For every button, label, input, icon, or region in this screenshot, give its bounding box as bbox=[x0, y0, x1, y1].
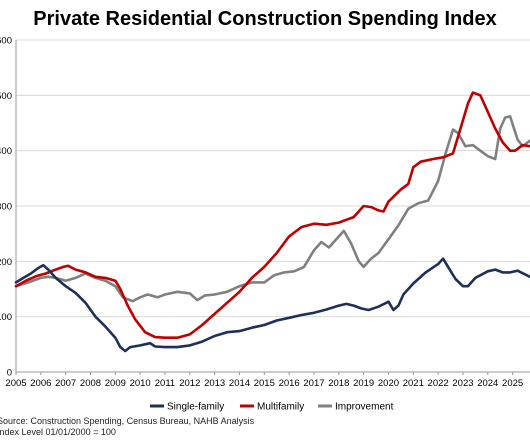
series-lines bbox=[14, 91, 530, 353]
x-tick-2005: 2005 bbox=[5, 378, 26, 389]
x-tick-2015: 2015 bbox=[254, 378, 275, 389]
y-tick-500: 500 bbox=[0, 91, 12, 102]
x-tick-2007: 2007 bbox=[55, 378, 76, 389]
y-tick-400: 400 bbox=[0, 146, 12, 157]
legend: Single-family Multifamily Improvement bbox=[150, 402, 394, 413]
x-tick-2022: 2022 bbox=[428, 378, 449, 389]
legend-label-single-family: Single-family bbox=[167, 402, 224, 413]
x-tick-2020: 2020 bbox=[378, 378, 399, 389]
x-tick-2014: 2014 bbox=[229, 378, 250, 389]
y-tick-200: 200 bbox=[0, 257, 12, 268]
x-tick-2025: 2025 bbox=[502, 378, 523, 389]
x-tick-2017: 2017 bbox=[303, 378, 324, 389]
chart-title: Private Residential Construction Spendin… bbox=[33, 8, 497, 30]
x-tick-2019: 2019 bbox=[353, 378, 374, 389]
y-tick-0: 0 bbox=[7, 368, 12, 379]
x-tick-2009: 2009 bbox=[105, 378, 126, 389]
x-tick-2016: 2016 bbox=[279, 378, 300, 389]
x-tick-2024: 2024 bbox=[477, 378, 498, 389]
legend-label-multifamily: Multifamily bbox=[257, 402, 304, 413]
y-tick-300: 300 bbox=[0, 202, 12, 213]
x-tick-2006: 2006 bbox=[30, 378, 51, 389]
x-axis-ticks: 2005 2006 2007 2008 2009 2010 2011 2012 2013 2014… bbox=[5, 372, 523, 389]
legend-label-improvement: Improvement bbox=[335, 402, 394, 413]
source-note: Source: Construction Spending, Census Bu… bbox=[0, 416, 254, 438]
series-line-single-family bbox=[14, 257, 530, 353]
axes bbox=[15, 40, 530, 373]
x-tick-2010: 2010 bbox=[130, 378, 151, 389]
x-tick-2023: 2023 bbox=[452, 378, 473, 389]
x-tick-2018: 2018 bbox=[328, 378, 349, 389]
y-axis-ticks: 0 100 200 300 400 500 600 bbox=[0, 36, 12, 379]
x-tick-2021: 2021 bbox=[403, 378, 424, 389]
grid-lines bbox=[16, 39, 530, 318]
y-tick-100: 100 bbox=[0, 312, 12, 323]
x-tick-2012: 2012 bbox=[179, 378, 200, 389]
series-line-multifamily bbox=[14, 91, 530, 339]
series-line-improvement bbox=[14, 115, 530, 303]
y-tick-600: 600 bbox=[0, 36, 12, 47]
source-line: Source: Construction Spending, Census Bu… bbox=[0, 416, 255, 426]
x-tick-2013: 2013 bbox=[204, 378, 225, 389]
index-line: Index Level 01/01/2000 = 100 bbox=[0, 427, 116, 437]
x-tick-2008: 2008 bbox=[80, 378, 101, 389]
x-tick-2011: 2011 bbox=[155, 378, 175, 389]
